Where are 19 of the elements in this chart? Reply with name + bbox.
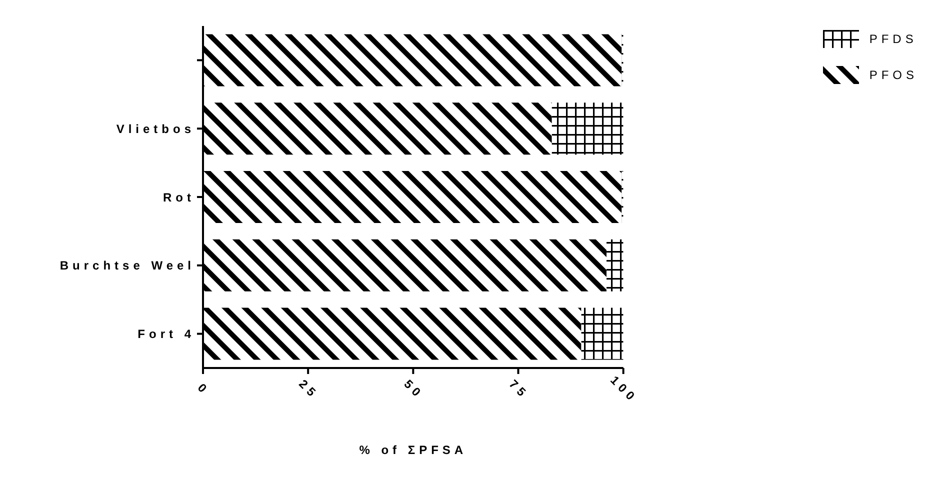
- x-tick-label: 25: [296, 376, 322, 402]
- x-axis-title: % of ΣPFSA: [359, 443, 468, 457]
- x-tick-label: 0: [194, 380, 212, 398]
- x-tick-label: 50: [401, 376, 426, 402]
- y-tick-label: Fort 4: [138, 327, 195, 342]
- x-tick-label: 75: [506, 376, 532, 402]
- y-tick-label: Burchtse Weel: [60, 258, 195, 273]
- bar: [203, 171, 622, 224]
- legend-label: PFDS: [869, 32, 918, 46]
- bar: [203, 239, 607, 292]
- bar: [581, 308, 624, 360]
- bar: [203, 102, 552, 155]
- bar: [203, 308, 582, 360]
- bar: [552, 102, 624, 155]
- bar: [606, 239, 624, 292]
- legend-label: PFOS: [869, 68, 918, 82]
- y-tick-label: Vlietbos: [116, 122, 195, 136]
- bar: [203, 34, 622, 86]
- y-tick-label: Rot: [163, 190, 195, 204]
